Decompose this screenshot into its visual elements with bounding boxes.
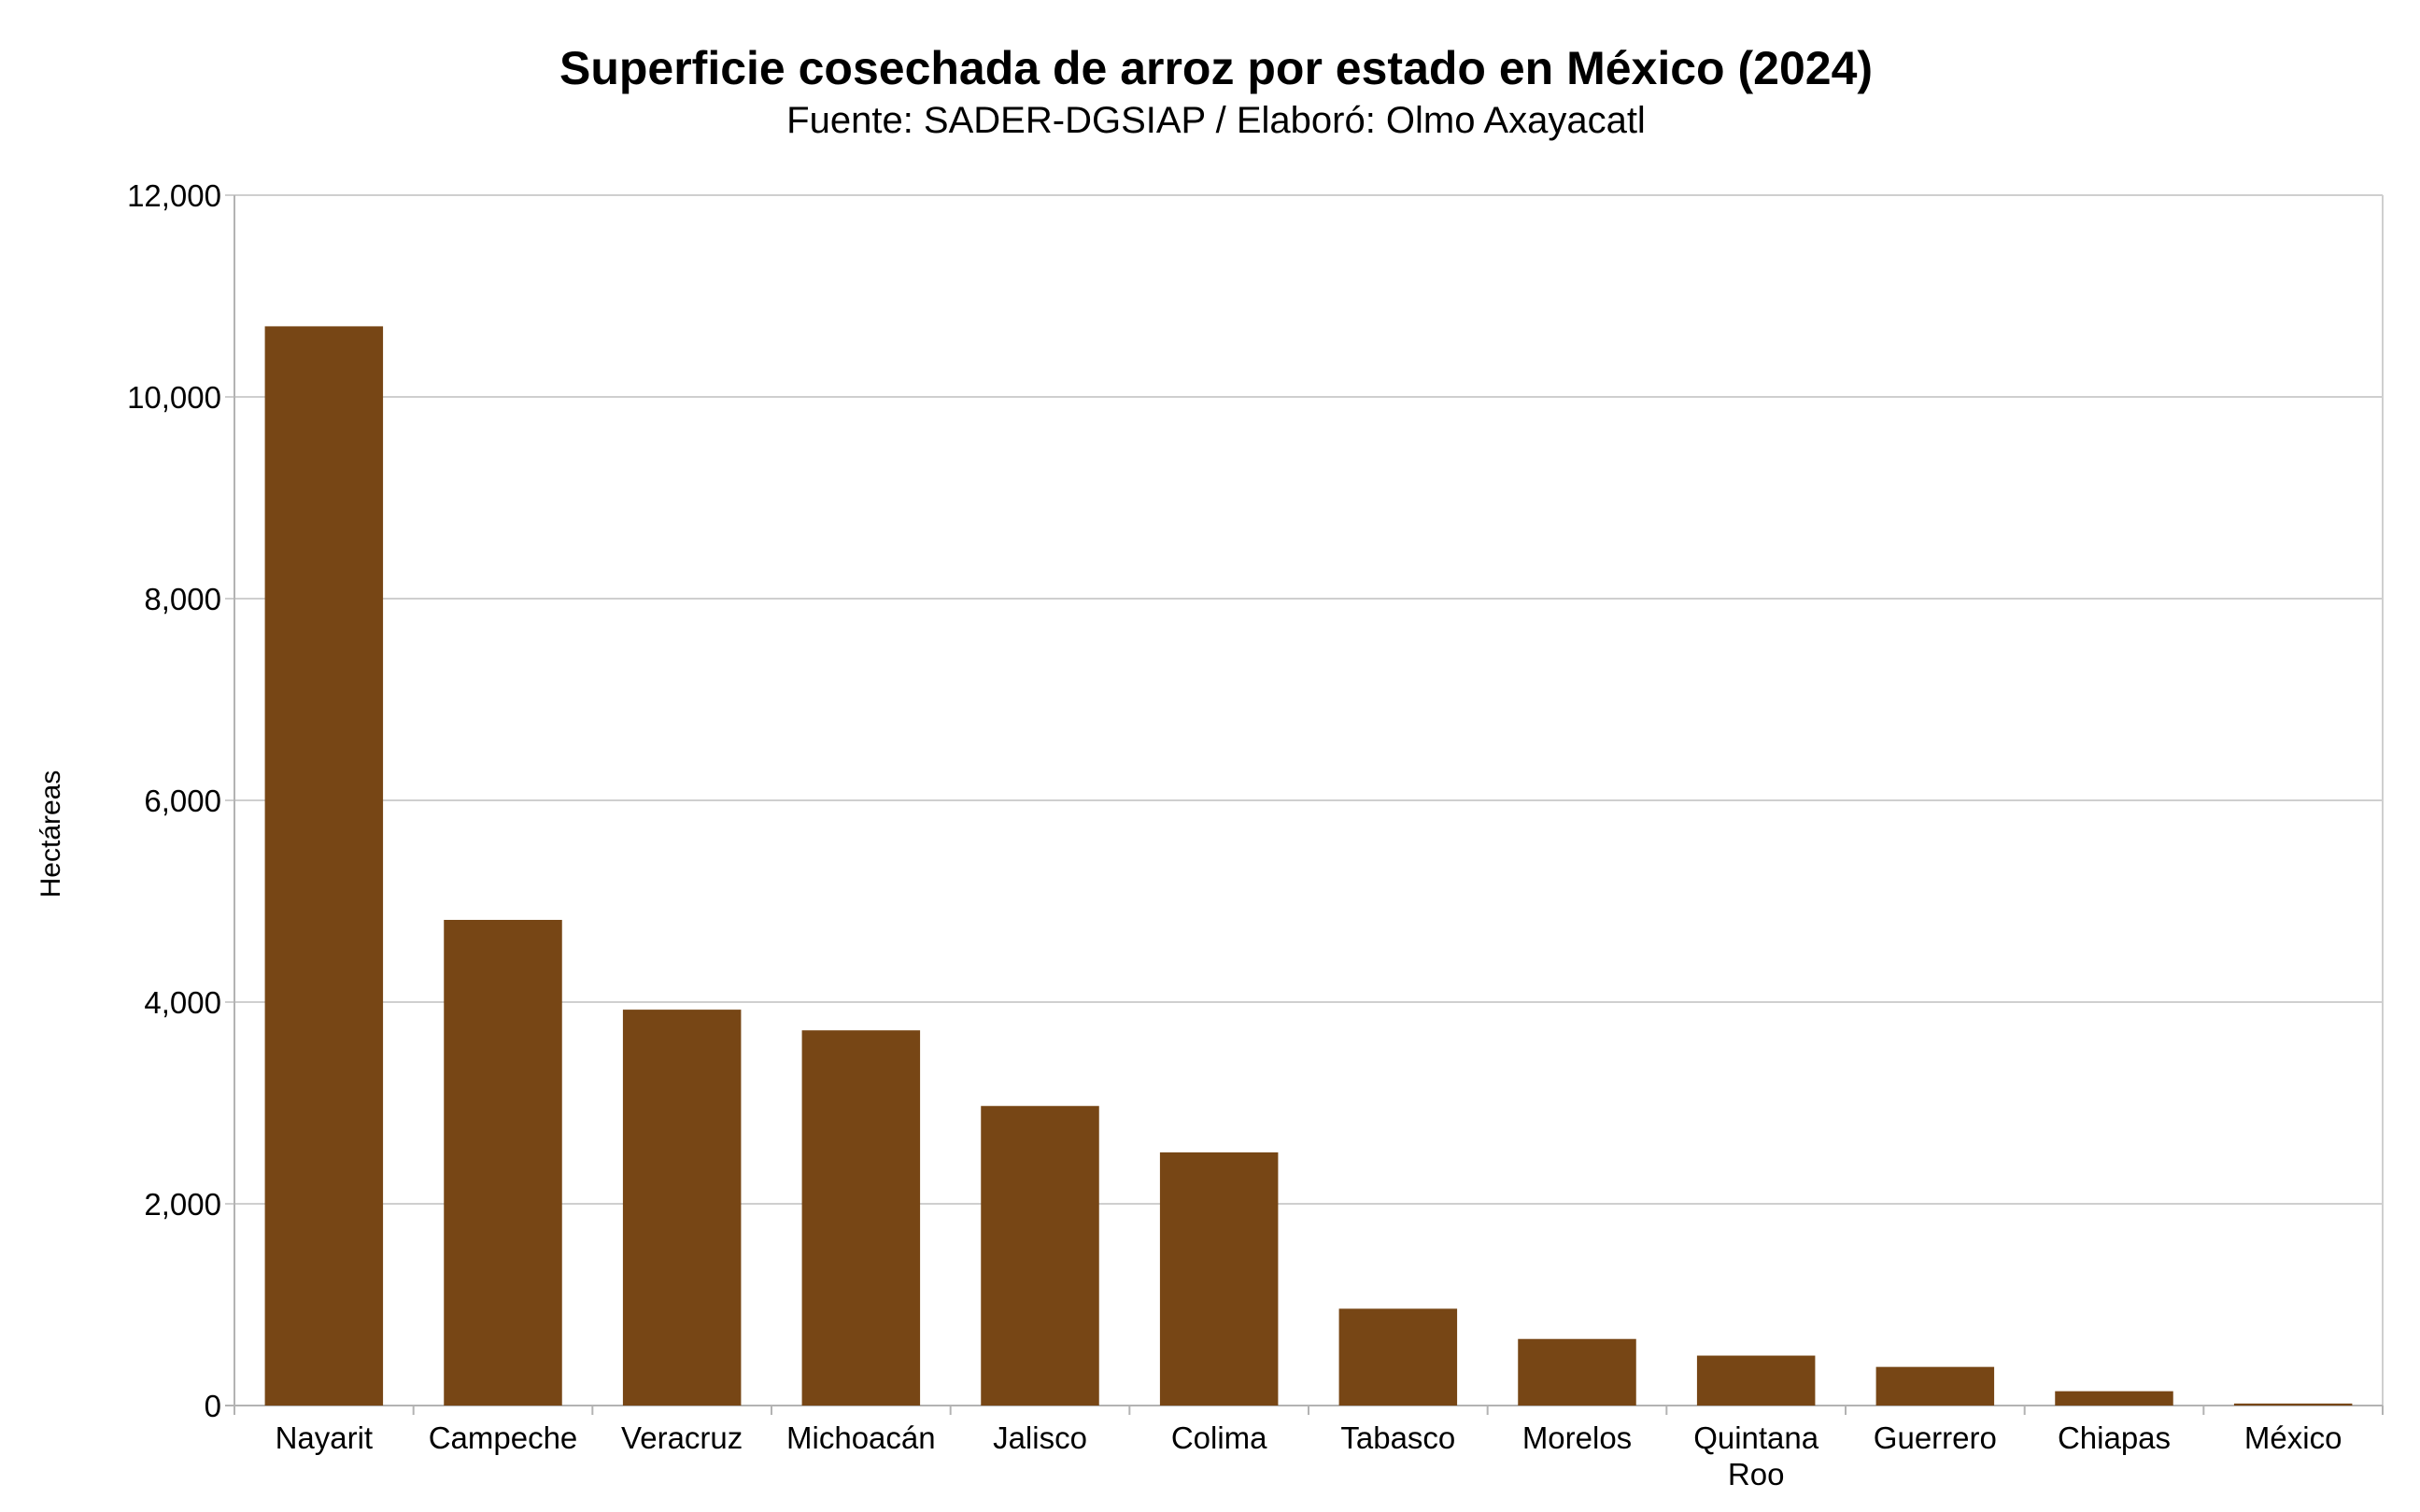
x-tick-label: Tabasco bbox=[1340, 1420, 1455, 1455]
x-tick-label: Campeche bbox=[429, 1420, 578, 1455]
bar-jalisco bbox=[981, 1106, 1099, 1406]
y-tick-label: 12,000 bbox=[127, 178, 221, 213]
bar-michoacán bbox=[801, 1030, 921, 1406]
bar-guerrero bbox=[1875, 1366, 1995, 1406]
x-tick-label: México bbox=[2244, 1420, 2342, 1455]
y-tick-label: 0 bbox=[205, 1389, 221, 1423]
y-tick-label: 6,000 bbox=[144, 784, 221, 818]
x-tick-label: Guerrero bbox=[1874, 1420, 1997, 1455]
bar-quintana-roo bbox=[1696, 1355, 1816, 1406]
bar-campeche bbox=[444, 919, 562, 1406]
gridlines bbox=[225, 194, 2384, 1415]
chart-subtitle: Fuente: SADER-DGSIAP / Elaboró: Olmo Axa… bbox=[786, 100, 1646, 141]
x-tick-label: Nayarit bbox=[276, 1420, 374, 1455]
x-axis-ticks: Nayarit Campeche Veracruz Michoacán Jalisco C… bbox=[276, 1406, 2384, 1491]
x-tick-label: Colima bbox=[1171, 1420, 1267, 1455]
x-tick-label: Morelos bbox=[1522, 1420, 1632, 1455]
chart-title: Superficie cosechada de arroz por estado… bbox=[559, 42, 1873, 94]
bar-veracruz bbox=[622, 1010, 742, 1406]
bar-colima bbox=[1159, 1152, 1279, 1406]
y-axis-label: Hectáreas bbox=[35, 770, 66, 898]
bar-nayarit bbox=[264, 326, 384, 1406]
y-tick-label: 8,000 bbox=[144, 582, 221, 616]
y-tick-label: 4,000 bbox=[144, 985, 221, 1020]
bar-tabasco bbox=[1338, 1308, 1458, 1406]
bar-méxico bbox=[2233, 1403, 2353, 1406]
y-tick-label: 10,000 bbox=[127, 380, 221, 415]
bar-chiapas bbox=[2055, 1391, 2173, 1406]
y-axis-ticks: 0 2,000 4,000 6,000 8,000 10,000 12,000 bbox=[127, 178, 221, 1423]
x-tick-label: Chiapas bbox=[2058, 1420, 2171, 1455]
bar-morelos bbox=[1518, 1338, 1636, 1406]
x-tick-label: Veracruz bbox=[621, 1420, 743, 1455]
bars bbox=[264, 326, 2353, 1406]
y-tick-label: 2,000 bbox=[144, 1187, 221, 1222]
x-tick-label: Jalisco bbox=[993, 1420, 1087, 1455]
x-tick-label: Quintana Roo bbox=[1693, 1420, 1819, 1491]
x-tick-label: Michoacán bbox=[786, 1420, 936, 1455]
